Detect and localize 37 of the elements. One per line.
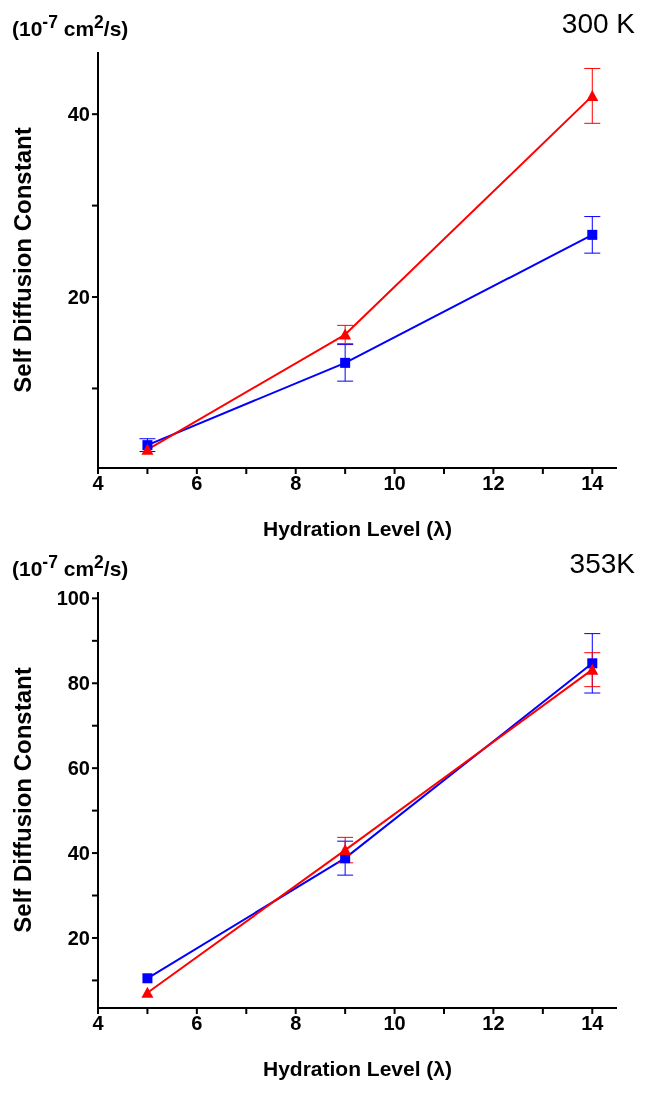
point [141,443,154,455]
y-axis-title: Self Diffusion Constant [8,127,36,393]
x-tick-label: 14 [581,472,605,495]
point [587,658,598,669]
x-tick-label: 4 [92,1012,105,1035]
point [339,328,352,340]
y-tick-label: 60 [67,757,90,780]
chart-title: 353K [569,548,635,580]
point [339,844,352,856]
point [586,89,599,101]
y-tick-label: 40 [67,103,90,126]
x-tick-label: 12 [482,472,505,495]
point [141,986,154,998]
y-tick-label: 40 [67,842,90,865]
text: (10$^{-7}$ cm$^{2}$/s) [12,12,129,41]
point [587,229,598,240]
x-axis-title: Hydration Level (λ) [262,1057,453,1080]
x-tick-label: 12 [482,1012,505,1035]
point [586,663,599,675]
point [142,973,153,984]
x-axis-title: Hydration Level (λ) [262,517,453,540]
x-tick-label: 10 [383,472,406,495]
y-tick-label: 20 [67,927,90,950]
text: (10$^{-7}$ cm$^{2}$/s) [12,552,129,581]
y-tick-label: 100 [56,587,90,610]
x-tick-label: 14 [581,1012,605,1035]
y-tick-label: 20 [67,286,90,309]
x-tick-label: 4 [92,472,105,495]
x-tick-label: 6 [191,1012,203,1035]
x-tick-label: 6 [191,472,203,495]
x-tick-label: 8 [290,1012,302,1035]
x-tick-label: 10 [383,1012,406,1035]
x-tick-label: 8 [290,472,302,495]
y-axis-title: Self Diffusion Constant [8,667,36,933]
point [340,357,351,368]
y-tick-label: 80 [67,672,90,695]
chart-title: 300 K [561,8,635,40]
